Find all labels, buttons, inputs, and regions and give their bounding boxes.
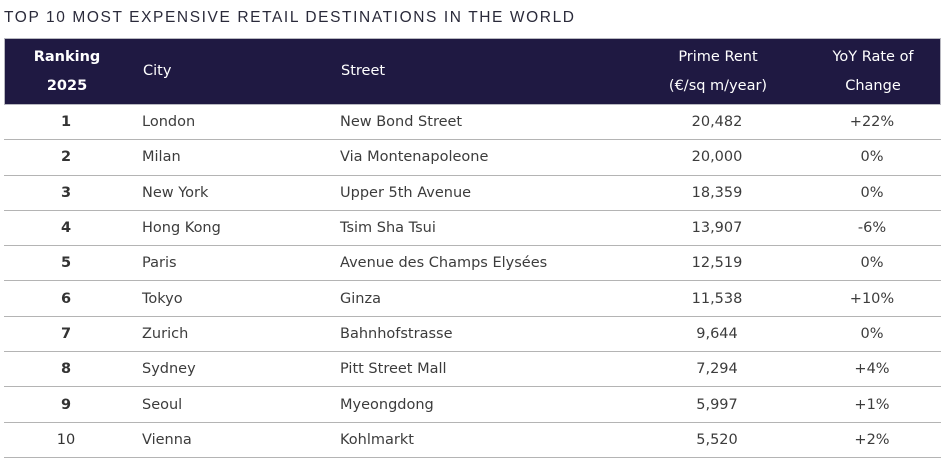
table-row: 10 Vienna Kohlmarkt 5,520 +2%: [4, 423, 941, 458]
rank-cell: 2: [60, 149, 72, 166]
table-title: TOP 10 MOST EXPENSIVE RETAIL DESTINATION…: [4, 9, 576, 26]
rank-cell: 6: [60, 290, 72, 307]
city-cell: Sydney: [142, 361, 196, 378]
table-row: 1 London New Bond Street 20,482 +22%: [4, 105, 941, 141]
table-row: 4 Hong Kong Tsim Sha Tsui 13,907 -6%: [4, 211, 941, 247]
city-cell: Milan: [142, 149, 181, 166]
street-cell: Kohlmarkt: [340, 431, 414, 448]
city-cell: Tokyo: [142, 290, 183, 307]
table-row: 5 Paris Avenue des Champs Elysées 12,519…: [4, 246, 941, 282]
street-cell: Bahnhofstrasse: [340, 325, 453, 342]
street-cell: Avenue des Champs Elysées: [340, 255, 548, 272]
prime-rent-cell: 20,482: [691, 114, 743, 131]
table-row: 7 Zurich Bahnhofstrasse 9,644 0%: [4, 317, 941, 353]
prime-rent-cell: 18,359: [691, 184, 743, 201]
prime-rent-cell: 7,294: [696, 361, 738, 378]
column-header-street: Street: [341, 63, 386, 79]
city-cell: New York: [142, 184, 209, 201]
yoy-change-cell: +4%: [854, 361, 890, 378]
street-cell: Ginza: [340, 290, 381, 307]
prime-rent-cell: 11,538: [691, 290, 743, 307]
table-row: 3 New York Upper 5th Avenue 18,359 0%: [4, 176, 941, 211]
rank-cell: 9: [60, 396, 72, 413]
rank-cell: 10: [56, 431, 76, 448]
yoy-change-cell: 0%: [860, 325, 884, 342]
street-cell: Via Montenapoleone: [340, 149, 489, 166]
street-cell: Pitt Street Mall: [340, 361, 447, 378]
city-cell: Paris: [142, 255, 177, 272]
rank-cell: 5: [60, 255, 72, 272]
city-cell: Vienna: [142, 431, 192, 448]
rank-cell: 1: [60, 114, 72, 131]
street-cell: Tsim Sha Tsui: [340, 220, 436, 237]
rank-cell: 7: [60, 325, 72, 342]
yoy-change-cell: 0%: [860, 255, 884, 272]
city-cell: Seoul: [142, 396, 183, 413]
city-cell: Hong Kong: [142, 220, 221, 237]
yoy-change-cell: 0%: [860, 184, 884, 201]
street-cell: Upper 5th Avenue: [340, 184, 472, 201]
yoy-change-cell: 0%: [860, 149, 884, 166]
column-header-ranking: Ranking 2025: [33, 48, 101, 94]
yoy-change-cell: +10%: [849, 290, 895, 307]
rank-cell: 4: [60, 220, 72, 237]
table-row: 6 Tokyo Ginza 11,538 +10%: [4, 281, 941, 317]
retail-destinations-table: Ranking 2025 City Street Prime Rent (€/s…: [4, 38, 941, 458]
column-header-yoy-change: YoY Rate of Change: [832, 48, 914, 94]
rank-cell: 3: [60, 184, 72, 201]
table-header: Ranking 2025 City Street Prime Rent (€/s…: [4, 38, 941, 105]
street-cell: Myeongdong: [340, 396, 434, 413]
yoy-change-cell: +22%: [849, 114, 895, 131]
city-cell: Zurich: [142, 325, 189, 342]
table-row: 2 Milan Via Montenapoleone 20,000 0%: [4, 140, 941, 176]
table-row: 8 Sydney Pitt Street Mall 7,294 +4%: [4, 352, 941, 388]
column-header-prime-rent: Prime Rent (€/sq m/year): [668, 48, 768, 94]
prime-rent-cell: 5,520: [696, 431, 738, 448]
table-row: 9 Seoul Myeongdong 5,997 +1%: [4, 387, 941, 423]
column-header-city: City: [143, 63, 172, 79]
prime-rent-cell: 20,000: [691, 149, 743, 166]
prime-rent-cell: 9,644: [696, 325, 738, 342]
yoy-change-cell: -6%: [857, 220, 887, 237]
rank-cell: 8: [60, 361, 72, 378]
street-cell: New Bond Street: [340, 114, 463, 131]
prime-rent-cell: 12,519: [691, 255, 743, 272]
yoy-change-cell: +2%: [854, 431, 890, 448]
yoy-change-cell: +1%: [854, 396, 890, 413]
city-cell: London: [142, 114, 196, 131]
prime-rent-cell: 5,997: [696, 396, 738, 413]
prime-rent-cell: 13,907: [691, 220, 743, 237]
